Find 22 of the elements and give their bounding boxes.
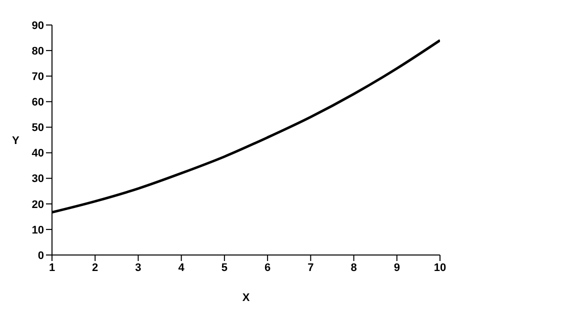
y-tick-label: 10	[32, 224, 44, 236]
y-tick-label: 30	[32, 173, 44, 186]
x-tick-label: 2	[92, 262, 98, 274]
y-tick-label: 40	[32, 148, 44, 160]
y-tick-label: 80	[32, 45, 44, 58]
x-tick-label: 10	[434, 262, 446, 274]
x-tick-label: 7	[308, 262, 314, 274]
x-tick-label: 1	[48, 262, 56, 274]
y-tick-label: 20	[32, 198, 44, 211]
x-tick-label: 5	[221, 262, 228, 274]
y-tick-label: 70	[32, 71, 44, 84]
x-tick-label: 6	[264, 262, 271, 274]
y-tick-label: 50	[32, 122, 44, 134]
x-tick-label: 3	[135, 262, 142, 274]
x-tick-label: 8	[350, 262, 357, 274]
y-axis-title: Y	[12, 134, 20, 147]
y-tick-label: 90	[32, 20, 44, 32]
y-tick-label: 60	[32, 96, 44, 109]
x-tick-label: 9	[394, 262, 400, 274]
x-tick-label: 4	[178, 262, 186, 274]
y-tick-label: 0	[38, 250, 44, 262]
x-axis-title: X	[242, 292, 250, 304]
